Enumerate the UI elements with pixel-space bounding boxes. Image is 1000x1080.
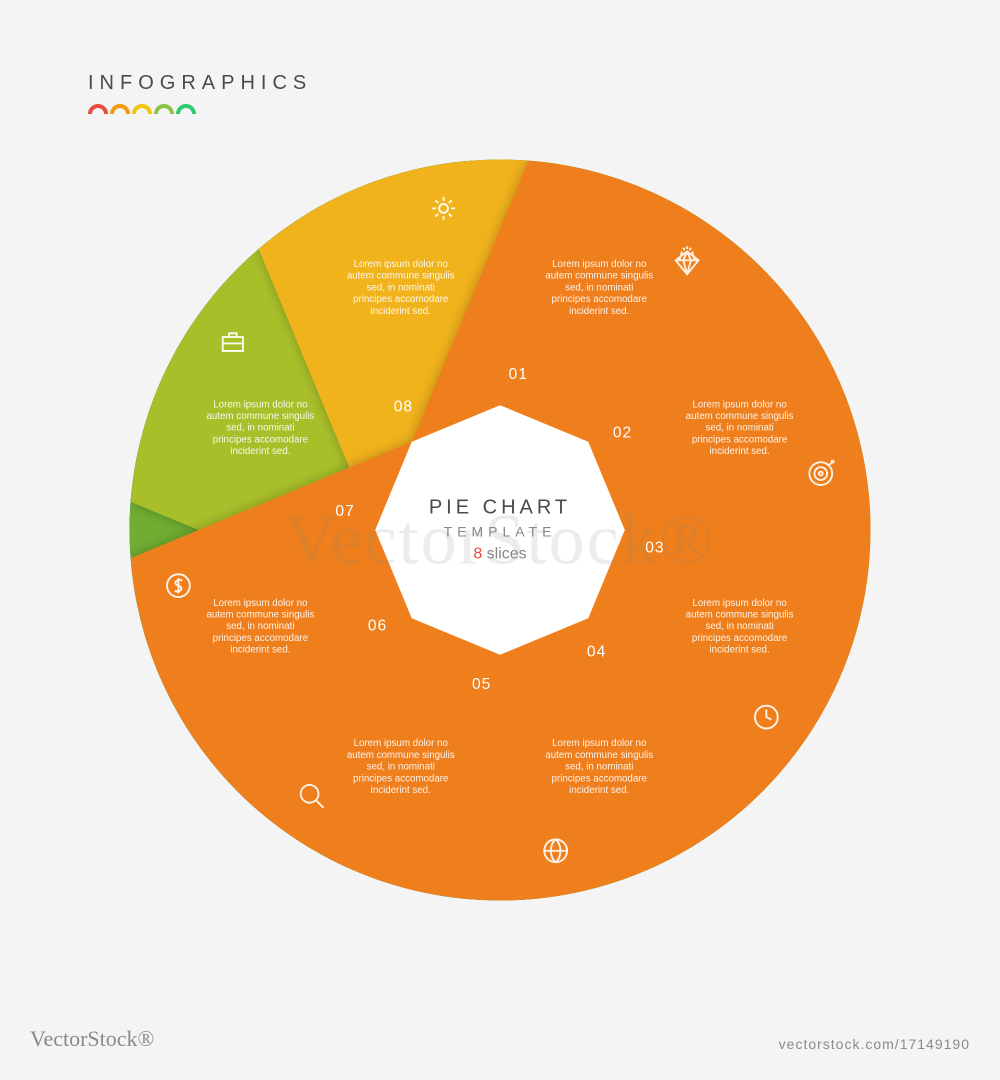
slice-08-number: 08 bbox=[394, 399, 413, 416]
slice-05-number: 05 bbox=[472, 676, 491, 693]
footer-right: vectorstock.com/17149190 bbox=[779, 1036, 970, 1052]
header-title: INFOGRAPHICS bbox=[88, 72, 312, 95]
slice-06-number: 06 bbox=[368, 618, 387, 635]
header: INFOGRAPHICS bbox=[88, 72, 312, 120]
header-arcs bbox=[88, 103, 198, 115]
pie-chart: 01Lorem ipsum dolor noautem commune sing… bbox=[110, 140, 890, 920]
footer-left: VectorStock® bbox=[30, 1026, 154, 1052]
center-octagon bbox=[375, 405, 625, 655]
slice-01-number: 01 bbox=[509, 366, 528, 383]
slice-07-number: 07 bbox=[335, 503, 354, 520]
slice-04-number: 04 bbox=[587, 644, 606, 661]
slice-03-number: 03 bbox=[645, 539, 664, 556]
slice-02-number: 02 bbox=[613, 425, 632, 442]
